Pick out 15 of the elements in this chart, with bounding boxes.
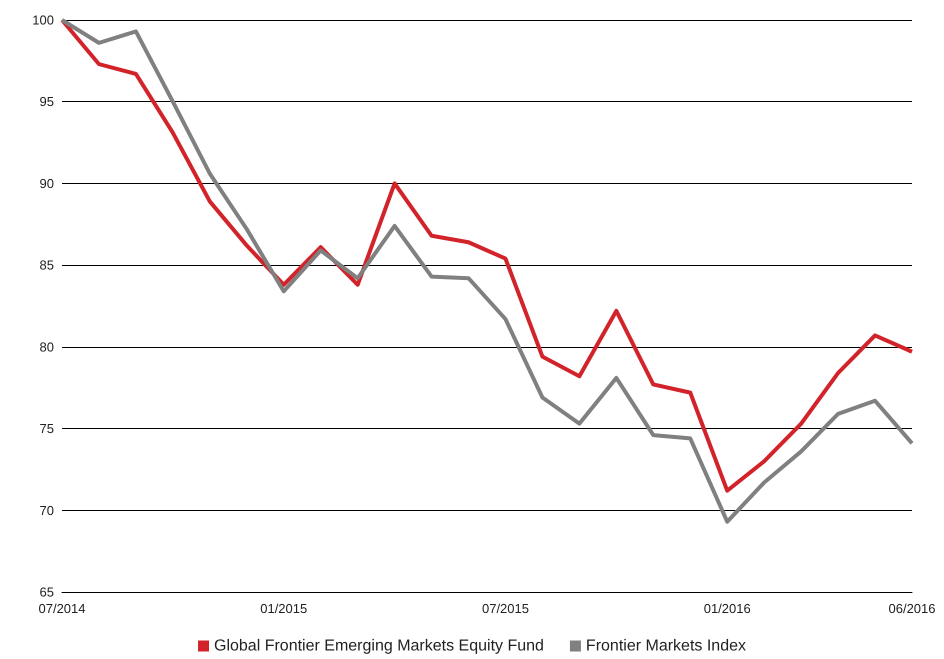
legend-label: Frontier Markets Index: [586, 638, 746, 654]
y-tick-label: 100: [32, 12, 54, 28]
x-tick-label: 01/2015: [260, 601, 308, 616]
y-tick-label: 65: [40, 584, 54, 600]
x-tick-label: 06/2016: [888, 601, 936, 616]
y-tick-label: 70: [40, 502, 54, 518]
x-tick-label: 07/2015: [482, 601, 529, 616]
y-tick-label: 85: [40, 258, 54, 273]
y-tick-label: 95: [40, 94, 54, 110]
y-tick-label: 75: [40, 421, 54, 436]
x-tick-label: 07/2014: [38, 601, 86, 616]
y-tick-label: 80: [40, 339, 54, 354]
y-tick-label: 90: [40, 176, 54, 191]
x-tick-label: 01/2016: [704, 601, 751, 616]
legend-label: Global Frontier Emerging Markets Equity Fund: [214, 638, 544, 654]
